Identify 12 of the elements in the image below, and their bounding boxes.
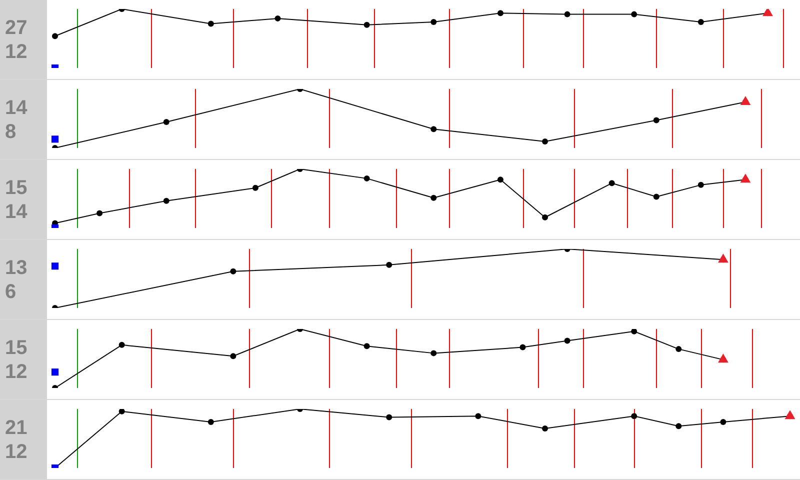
text: 15 [5, 176, 28, 200]
text: 12 [5, 440, 28, 464]
text: 14 [5, 96, 28, 120]
text: 8 [5, 120, 18, 144]
text: 6 [5, 280, 18, 304]
text: 15 [5, 336, 28, 360]
text: 12 [5, 40, 28, 64]
text: 13 [5, 256, 28, 280]
text: 27 [5, 16, 28, 40]
text: 14 [5, 200, 28, 224]
text: 21 [5, 416, 28, 440]
text: 12 [5, 360, 28, 384]
